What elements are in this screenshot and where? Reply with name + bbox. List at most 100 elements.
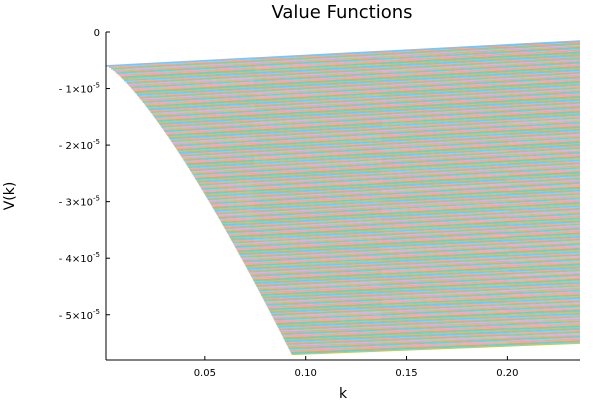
value-function-line	[135, 67, 581, 95]
value-function-line	[255, 268, 581, 286]
x-axis-label: k	[339, 386, 348, 400]
value-function-line	[265, 288, 581, 305]
value-function-line	[254, 265, 581, 283]
value-function-line	[139, 72, 581, 99]
value-function-line	[184, 138, 581, 163]
value-function-line	[214, 189, 581, 212]
value-function-line	[247, 252, 581, 272]
value-function-line	[257, 272, 581, 290]
value-function-line	[175, 124, 581, 150]
value-function-line	[226, 211, 581, 232]
value-function-line	[262, 281, 581, 299]
value-function-line	[277, 312, 581, 328]
value-function-line	[249, 255, 581, 274]
value-function-line	[152, 90, 581, 117]
value-function-line	[273, 305, 581, 321]
value-function-line	[258, 274, 581, 292]
value-function-line	[242, 241, 581, 261]
value-function-line	[239, 237, 581, 257]
value-function-line	[204, 171, 581, 195]
value-function-line	[191, 150, 581, 174]
value-function-line	[285, 329, 581, 344]
value-function-line	[121, 51, 581, 79]
value-function-line	[250, 257, 581, 276]
value-function-line	[180, 132, 581, 157]
value-function-line	[187, 142, 581, 167]
value-function-line	[123, 54, 581, 82]
y-tick-label: - 3×10-5	[59, 195, 100, 209]
value-function-line	[119, 50, 581, 77]
value-function-line	[193, 153, 581, 177]
value-function-line	[279, 317, 581, 332]
value-function-line	[283, 325, 581, 340]
value-function-line	[216, 192, 581, 215]
value-function-line	[256, 269, 581, 288]
value-function-line	[161, 102, 581, 128]
value-function-line	[122, 53, 581, 80]
value-function-line	[224, 208, 581, 230]
value-function-line	[239, 235, 581, 256]
value-function-line	[129, 60, 581, 88]
value-function-line	[208, 179, 581, 202]
value-function-line	[194, 154, 581, 179]
value-function-line	[205, 174, 581, 198]
value-function-line	[246, 249, 581, 269]
value-function-line	[228, 215, 581, 237]
value-function-line	[198, 160, 581, 185]
value-function-line	[189, 145, 581, 170]
value-function-line	[266, 289, 581, 306]
value-function-line	[167, 111, 581, 137]
value-function-line	[192, 151, 581, 176]
value-function-line	[168, 112, 581, 138]
value-function-line	[189, 147, 581, 172]
value-function-line	[111, 43, 581, 70]
value-function-line	[153, 91, 581, 118]
value-function-line	[156, 96, 581, 122]
value-function-line	[276, 309, 581, 325]
value-function-line	[145, 79, 581, 106]
value-function-line	[268, 294, 581, 311]
value-function-line	[212, 186, 581, 209]
value-function-line	[170, 115, 581, 141]
value-function-line	[155, 94, 581, 121]
value-function-line	[254, 266, 581, 285]
value-function-line	[284, 328, 581, 343]
value-function-curves	[105, 40, 581, 356]
value-function-line	[185, 139, 581, 164]
value-function-line	[237, 232, 581, 253]
value-function-line	[286, 331, 581, 345]
x-tick-label: 0.05	[194, 368, 216, 379]
value-function-line	[270, 297, 581, 314]
value-function-line	[142, 76, 581, 103]
value-function-line	[165, 108, 581, 134]
value-function-line	[159, 99, 581, 125]
value-function-line	[281, 320, 581, 335]
value-function-line	[282, 323, 581, 338]
value-function-line	[108, 41, 581, 69]
value-function-line	[234, 226, 581, 247]
value-function-line	[126, 57, 581, 85]
y-tick-label: - 2×10-5	[59, 138, 100, 152]
value-function-line	[173, 120, 581, 145]
axes	[105, 32, 580, 361]
y-tick-label: - 1×10-5	[59, 82, 100, 96]
value-function-line	[248, 254, 581, 273]
value-function-line	[284, 326, 581, 341]
value-function-line	[226, 212, 581, 234]
value-function-line	[154, 93, 581, 119]
value-function-line	[221, 203, 581, 225]
value-function-line	[172, 118, 581, 144]
value-function-line	[264, 285, 581, 302]
value-function-line	[174, 123, 581, 148]
value-function-line	[245, 248, 581, 267]
value-function-line	[112, 44, 581, 72]
y-axis-label: V(k)	[2, 182, 18, 211]
value-function-line	[280, 319, 581, 334]
value-function-line	[171, 117, 581, 143]
value-function-line	[200, 165, 581, 189]
value-function-line	[186, 141, 581, 166]
value-function-line	[231, 222, 581, 243]
value-function-line	[235, 228, 581, 248]
